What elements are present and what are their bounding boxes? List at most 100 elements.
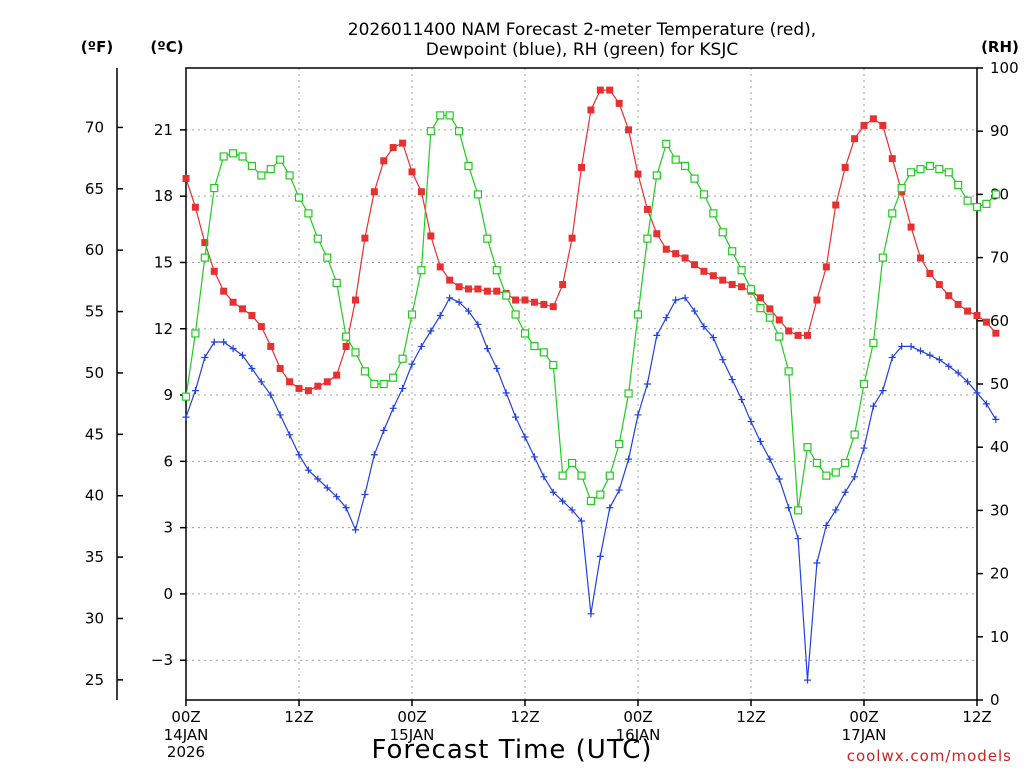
celsius-tick-label: 18	[154, 187, 173, 205]
rh-marker	[577, 471, 586, 480]
temperature-marker	[935, 281, 943, 289]
rh-marker	[822, 471, 831, 480]
rh-line	[185, 114, 997, 511]
temperature-marker	[474, 285, 482, 293]
rh-marker	[454, 127, 464, 136]
rh-marker	[520, 329, 530, 338]
rh-marker	[313, 234, 322, 243]
temperature-marker	[719, 276, 727, 284]
rh-marker	[483, 234, 492, 243]
temperature-marker	[945, 292, 953, 300]
rh-marker	[784, 367, 793, 376]
rh-tick-label: 100	[990, 59, 1019, 77]
dewpoint-marker	[286, 431, 294, 439]
rh-tick-label: 0	[990, 691, 1000, 709]
rh-marker	[502, 291, 511, 300]
temperature-marker	[992, 329, 1000, 337]
dewpoint-marker	[587, 610, 595, 618]
temperature-marker	[709, 272, 717, 280]
fahrenheit-tick-label: 70	[85, 118, 104, 136]
dewpoint-marker	[954, 369, 962, 377]
rh-marker	[690, 174, 699, 183]
dewpoint-marker	[625, 455, 633, 463]
dewpoint-marker	[700, 323, 708, 331]
dewpoint-marker	[323, 484, 331, 492]
temperature-marker	[276, 365, 284, 373]
rh-marker	[596, 490, 605, 499]
dewpoint-marker	[540, 473, 548, 481]
dewpoint-marker	[964, 378, 972, 386]
rh-marker	[586, 496, 596, 506]
dewpoint-marker	[634, 411, 642, 419]
dewpoint-marker	[239, 351, 246, 359]
rh-marker	[294, 193, 304, 202]
dewpoint-marker	[945, 362, 953, 370]
temperature-marker	[691, 261, 698, 269]
dewpoint-marker	[832, 506, 840, 514]
dewpoint-marker	[785, 504, 793, 512]
dewpoint-marker	[662, 314, 670, 322]
temperature-marker	[342, 342, 350, 350]
dewpoint-marker	[775, 475, 783, 483]
celsius-tick-label: −3	[151, 651, 173, 669]
rh-marker	[709, 209, 718, 218]
fahrenheit-tick-label: 35	[85, 548, 104, 566]
rh-marker	[511, 310, 520, 319]
temperature-marker	[578, 163, 585, 171]
fahrenheit-tick-label: 60	[85, 241, 104, 259]
dewpoint-marker	[389, 404, 397, 412]
temperature-marker	[700, 267, 708, 275]
temperature-marker	[653, 230, 661, 238]
dewpoint-marker	[427, 327, 435, 335]
dewpoint-marker	[738, 395, 746, 403]
dewpoint-marker	[606, 504, 614, 512]
temperature-marker	[446, 276, 454, 284]
dewpoint-marker	[295, 451, 303, 459]
rh-marker	[407, 310, 417, 319]
temperature-marker	[295, 384, 303, 392]
temperature-marker	[851, 135, 859, 143]
rh-marker	[803, 443, 812, 452]
rh-marker	[351, 348, 360, 357]
dewpoint-line	[185, 297, 997, 681]
dewpoint-marker	[766, 455, 774, 463]
rh-marker	[850, 430, 859, 439]
rh-marker	[633, 310, 643, 319]
temperature-marker	[493, 287, 501, 295]
dewpoint-marker	[568, 506, 576, 514]
temperature-marker	[982, 318, 990, 326]
celsius-tick-label: 6	[163, 452, 173, 470]
dewpoint-marker	[869, 402, 877, 410]
dewpoint-marker	[728, 376, 736, 384]
temperature-marker	[766, 305, 774, 313]
temperature-marker	[738, 283, 746, 291]
rh-marker	[728, 247, 737, 256]
temperature-marker	[879, 121, 887, 129]
temperature-marker	[191, 203, 199, 211]
rh-marker	[181, 392, 191, 401]
rh-marker	[944, 168, 953, 177]
dewpoint-marker	[747, 418, 755, 426]
rh-marker	[812, 458, 822, 468]
date-tick-label: 14JAN	[164, 726, 209, 744]
year-tick-label: 2026	[167, 743, 205, 761]
rh-marker	[841, 458, 850, 468]
rh-marker	[549, 360, 558, 370]
dewpoint-marker	[314, 475, 322, 483]
dewpoint-marker	[935, 356, 943, 364]
temperature-marker	[455, 283, 463, 291]
temperature-marker	[568, 234, 576, 242]
temperature-marker	[606, 86, 614, 94]
rh-marker	[539, 348, 548, 357]
rh-marker	[652, 171, 661, 180]
temperature-marker	[860, 121, 868, 129]
temperature-marker	[559, 281, 567, 289]
temperature-marker	[389, 144, 397, 152]
dewpoint-marker	[813, 559, 821, 567]
temperature-marker	[380, 157, 388, 165]
rh-tick-label: 90	[990, 122, 1009, 140]
time-tick-label: 12Z	[962, 708, 991, 726]
temperature-marker	[323, 378, 331, 386]
dewpoint-marker	[596, 552, 604, 560]
rh-marker	[247, 161, 257, 171]
